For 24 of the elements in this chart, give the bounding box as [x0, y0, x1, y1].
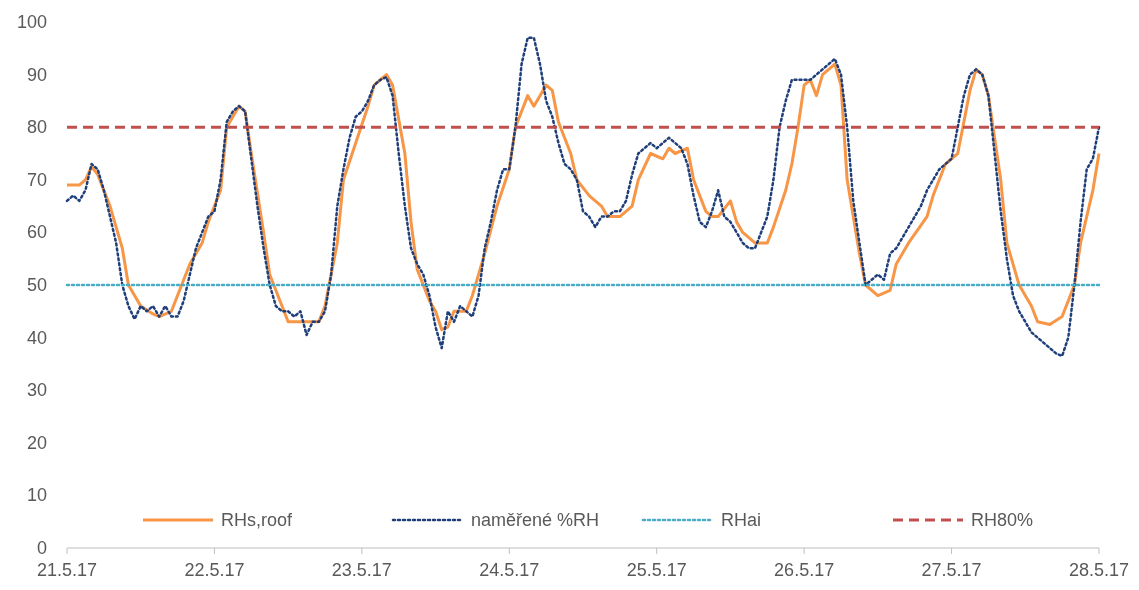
legend-label: RHai — [721, 510, 762, 530]
x-tick-label: 24.5.17 — [479, 560, 540, 580]
x-tick-label: 21.5.17 — [36, 560, 98, 580]
y-tick-label: 100 — [16, 12, 47, 32]
legend-label: naměřené %RH — [471, 510, 600, 530]
y-tick-label: 40 — [26, 327, 47, 348]
y-tick-label: 50 — [26, 275, 47, 295]
line-series — [65, 36, 1101, 358]
legend-label: RH80% — [971, 510, 1034, 530]
x-tick-label: 22.5.17 — [184, 560, 245, 580]
y-tick-label: 60 — [26, 222, 47, 243]
x-tick-label: 23.5.17 — [331, 560, 392, 580]
x-tick-label: 28.5.17 — [1068, 560, 1130, 580]
y-tick-label: 80 — [26, 117, 47, 138]
x-tick-label: 27.5.17 — [921, 560, 982, 580]
y-tick-label: 0 — [36, 538, 47, 558]
x-tick-label: 25.5.17 — [626, 560, 687, 580]
y-tick-label: 20 — [26, 432, 47, 453]
y-tick-label: 30 — [26, 380, 47, 401]
x-tick-label: 26.5.17 — [774, 560, 835, 580]
y-tick-label: 10 — [26, 485, 47, 506]
y-tick-label: 90 — [26, 64, 47, 85]
legend-label: RHs,roof — [221, 510, 294, 530]
y-tick-label: 70 — [26, 169, 47, 190]
